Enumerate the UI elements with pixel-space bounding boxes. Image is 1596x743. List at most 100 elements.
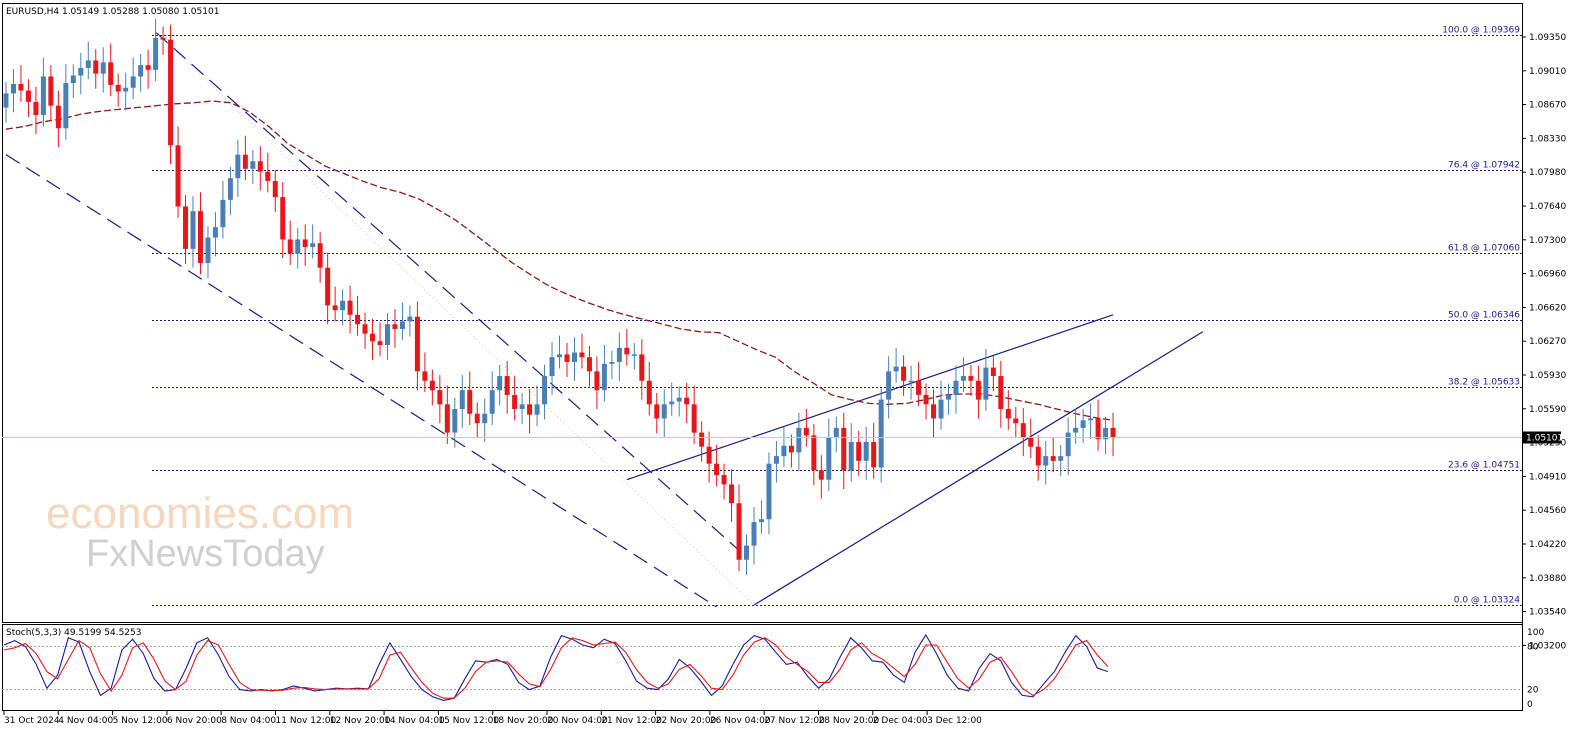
candle-body — [250, 161, 256, 169]
candle-body — [444, 404, 450, 433]
time-tick-label: 4 Nov 04:00 — [58, 716, 113, 726]
candle-body — [70, 75, 76, 84]
candle-body — [519, 404, 525, 410]
time-tick-label: 31 Oct 2024 — [4, 716, 60, 726]
candle-body — [130, 76, 136, 88]
chart-header-title: EURUSD,H4 1.05149 1.05288 1.05080 1.0510… — [6, 7, 219, 17]
candle-body — [736, 503, 742, 560]
fib-label: 61.8 @ 1.07060 — [1448, 244, 1520, 254]
watermark-fxnewstoday: FxNewsToday — [86, 533, 325, 575]
candle-body — [497, 376, 503, 391]
candle-body — [856, 442, 862, 461]
candle-body — [25, 90, 31, 102]
stoch-label: Stoch(5,3,3) 49.5199 54.5253 — [6, 628, 141, 638]
candle-body — [601, 363, 607, 391]
candle-body — [908, 380, 914, 383]
candle-body — [983, 367, 989, 400]
candle-body — [639, 354, 645, 381]
candle-body — [811, 435, 817, 471]
candle-body — [340, 300, 346, 311]
time-tick-label: 21 Nov 12:00 — [601, 716, 662, 726]
candle-body — [654, 404, 660, 419]
candle-body — [863, 442, 869, 461]
candle-body — [1005, 409, 1011, 419]
candle-body — [631, 354, 637, 356]
candle-body — [115, 84, 121, 92]
candle-body — [751, 522, 757, 546]
candle-body — [265, 171, 271, 182]
candle-body — [18, 83, 24, 91]
price-tick-label: 1.07300 — [1529, 236, 1566, 246]
candle-body — [998, 376, 1004, 410]
candle-body — [100, 62, 106, 74]
price-tick-label: 1.06620 — [1529, 303, 1566, 313]
candle-body — [527, 404, 533, 415]
candle-body — [78, 67, 84, 76]
candle-body — [609, 361, 615, 364]
price-tick-label: 1.03540 — [1529, 608, 1566, 618]
price-tick-label: 1.05250 — [1529, 439, 1566, 449]
candle-body — [893, 366, 899, 372]
candle-body — [399, 321, 405, 329]
candle-body — [1080, 420, 1086, 428]
candle-body — [953, 380, 959, 395]
time-tick-label: 14 Nov 04:00 — [384, 716, 445, 726]
price-tick-label: 1.07640 — [1529, 202, 1566, 212]
stoch-tick-label: 20 — [1527, 686, 1539, 696]
candle-body — [803, 427, 809, 436]
time-tick-label: 27 Nov 12:00 — [764, 716, 825, 726]
time-tick-label: 28 Nov 20:00 — [819, 716, 880, 726]
candle-body — [691, 404, 697, 433]
candle-body — [220, 199, 226, 228]
candle-body — [1020, 423, 1026, 438]
fib-label: 23.6 @ 1.04751 — [1448, 461, 1520, 471]
candle-body — [272, 181, 278, 198]
candle-body — [55, 105, 61, 129]
candle-body — [392, 324, 398, 329]
candle-body — [384, 324, 390, 345]
candle-body — [848, 442, 854, 471]
stoch-tick-label: 80 — [1527, 642, 1539, 652]
candle-body — [362, 324, 368, 334]
time-tick-label: 11 Nov 12:00 — [276, 716, 337, 726]
candle-body — [669, 401, 675, 405]
candle-body — [871, 442, 877, 468]
price-tick-label: 1.04910 — [1529, 472, 1566, 482]
candle-body — [205, 237, 211, 263]
candle-body — [676, 397, 682, 402]
candle-body — [886, 371, 892, 400]
candle-body — [85, 60, 91, 68]
candle-body — [721, 474, 727, 485]
fib-label: 50.0 @ 1.06346 — [1448, 311, 1520, 321]
stoch-tick-label: 0 — [1527, 700, 1533, 710]
candle-body — [370, 333, 376, 342]
candle-body — [10, 83, 16, 94]
candle-body — [123, 87, 129, 92]
candle-body — [407, 316, 413, 322]
candle-body — [1088, 418, 1094, 421]
candle-body — [796, 427, 802, 453]
candle-body — [175, 145, 181, 207]
candle-body — [1073, 427, 1079, 433]
price-tick-label: 1.04560 — [1529, 506, 1566, 516]
price-tick-label: 1.05930 — [1529, 371, 1566, 381]
candle-body — [467, 390, 473, 414]
candle-body — [1028, 437, 1034, 447]
candle-body — [160, 37, 166, 40]
candle-body — [429, 380, 435, 391]
candle-body — [616, 347, 622, 362]
price-tick-label: 1.09350 — [1529, 33, 1566, 43]
candle-body — [63, 83, 69, 129]
candle-body — [437, 390, 443, 405]
time-tick-label: 22 Nov 20:00 — [656, 716, 717, 726]
time-tick-label: 12 Nov 20:00 — [330, 716, 391, 726]
fib-label: 100.0 @ 1.09369 — [1442, 26, 1520, 36]
candle-body — [624, 347, 630, 355]
candle-body — [482, 413, 488, 424]
candle-body — [295, 239, 301, 254]
candle-body — [1058, 456, 1064, 461]
candle-body — [325, 267, 331, 306]
fib-label: 0.0 @ 1.03324 — [1454, 596, 1521, 606]
